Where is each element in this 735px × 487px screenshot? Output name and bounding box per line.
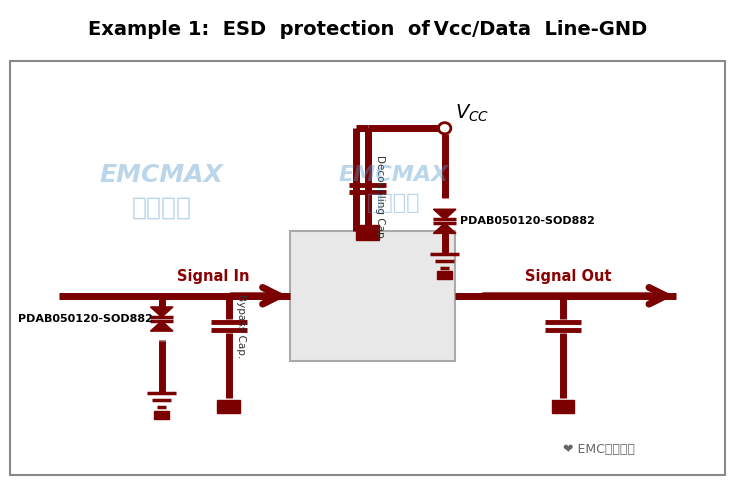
Text: Bypass Cap.: Bypass Cap.	[236, 294, 246, 358]
Bar	[154, 411, 169, 419]
Text: 容冠电磁: 容冠电磁	[367, 193, 420, 213]
Polygon shape	[151, 321, 173, 331]
Bar	[356, 225, 379, 240]
Text: PDAB050120-SOD882: PDAB050120-SOD882	[460, 216, 595, 226]
Text: Decoupling Cap.: Decoupling Cap.	[375, 155, 385, 241]
Polygon shape	[434, 209, 456, 220]
Bar	[218, 400, 240, 413]
Text: EMCMAX: EMCMAX	[100, 163, 223, 187]
Text: Example 1:  ESD  protection  of Vcc/Data  Line‑GND: Example 1: ESD protection of Vcc/Data Li…	[88, 19, 647, 39]
Polygon shape	[434, 223, 456, 233]
Bar	[552, 400, 574, 413]
FancyBboxPatch shape	[290, 231, 455, 361]
Text: Signal In: Signal In	[177, 269, 249, 284]
Text: 容冠电磁: 容冠电磁	[132, 195, 192, 219]
Text: PDAB050120-SOD882: PDAB050120-SOD882	[18, 314, 153, 324]
Bar	[437, 271, 452, 280]
Text: Signal Out: Signal Out	[525, 269, 612, 284]
Text: ❤ EMC容冠电磁: ❤ EMC容冠电磁	[563, 443, 635, 456]
Text: $V_{CC}$: $V_{CC}$	[455, 102, 490, 124]
Text: EMCMAX: EMCMAX	[338, 165, 448, 185]
Polygon shape	[151, 307, 173, 317]
